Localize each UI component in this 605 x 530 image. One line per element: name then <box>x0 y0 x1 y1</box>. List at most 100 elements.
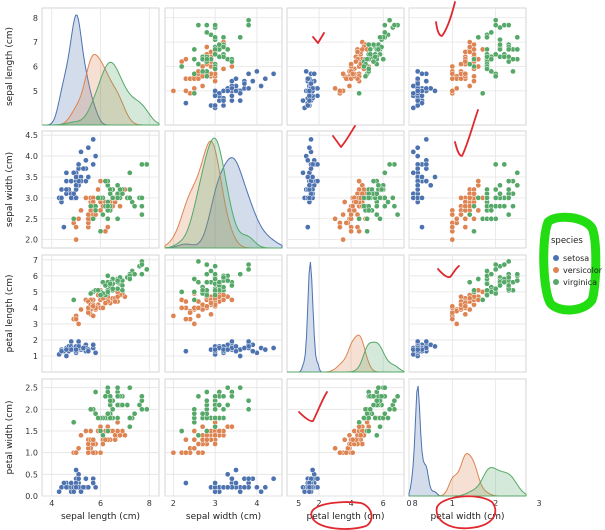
point-virginica <box>372 415 379 421</box>
point-virginica <box>380 56 387 63</box>
point-setosa <box>414 165 421 172</box>
point-virginica <box>191 90 198 97</box>
point-virginica <box>492 285 499 292</box>
point-versicolor <box>212 78 218 84</box>
point-virginica <box>109 285 116 292</box>
point-versicolor <box>337 449 343 456</box>
point-virginica <box>203 397 210 404</box>
point-setosa <box>306 88 313 94</box>
point-virginica <box>514 34 521 41</box>
point-setosa <box>249 348 256 355</box>
panel-3-3 <box>408 378 527 497</box>
point-setosa <box>423 85 430 92</box>
point-virginica <box>124 402 131 408</box>
point-virginica <box>466 61 473 67</box>
y-axis-label: petal width (cm) <box>5 400 15 474</box>
panel-1-0 <box>41 130 160 249</box>
point-setosa <box>270 475 277 482</box>
panel-2-1 <box>164 254 283 373</box>
point-versicolor <box>353 199 359 205</box>
ink-check-mark <box>332 125 356 148</box>
point-versicolor <box>114 428 121 434</box>
point-virginica <box>139 393 145 400</box>
point-setosa <box>410 90 417 97</box>
x-tick-label: 2 <box>493 499 498 508</box>
point-virginica <box>114 285 121 292</box>
point-virginica <box>203 292 210 298</box>
point-virginica <box>501 279 508 286</box>
point-versicolor <box>349 436 356 443</box>
point-setosa <box>304 174 311 180</box>
point-virginica <box>367 406 374 413</box>
point-virginica <box>102 393 109 400</box>
point-setosa <box>414 182 421 189</box>
point-virginica <box>191 56 198 63</box>
legend-label-virginica: virginica <box>563 278 597 287</box>
point-versicolor <box>85 449 92 456</box>
point-versicolor <box>75 321 82 327</box>
point-virginica <box>220 274 227 281</box>
point-setosa <box>245 70 252 77</box>
ink-check-mark <box>298 391 328 423</box>
point-virginica <box>245 406 252 413</box>
point-versicolor <box>95 186 101 193</box>
point-virginica <box>195 432 202 439</box>
point-virginica <box>203 271 210 278</box>
point-virginica <box>203 22 210 28</box>
point-virginica <box>381 384 388 391</box>
point-setosa <box>75 161 82 168</box>
point-setosa <box>233 467 239 473</box>
point-virginica <box>505 22 512 28</box>
point-virginica <box>126 415 133 421</box>
point-virginica <box>365 41 372 48</box>
point-setosa <box>80 345 87 351</box>
point-virginica <box>119 402 126 408</box>
point-virginica <box>492 186 499 193</box>
point-setosa <box>314 475 321 482</box>
point-virginica <box>373 190 380 197</box>
point-versicolor <box>349 70 356 77</box>
point-setosa <box>306 92 313 99</box>
point-setosa <box>63 186 70 193</box>
point-versicolor <box>449 303 456 310</box>
point-virginica <box>514 46 521 53</box>
point-virginica <box>95 195 101 201</box>
x-tick-label: 3 <box>213 499 218 508</box>
panel-0-2 <box>286 7 405 126</box>
point-virginica <box>203 29 210 36</box>
point-virginica <box>484 287 490 294</box>
point-virginica <box>488 271 495 278</box>
point-setosa <box>90 136 97 143</box>
y-tick-label: 4.0 <box>25 152 38 161</box>
point-virginica <box>505 186 512 193</box>
point-virginica <box>212 393 218 400</box>
point-versicolor <box>332 215 338 222</box>
y-tick-label: 7 <box>33 38 38 47</box>
point-virginica <box>104 272 111 279</box>
point-virginica <box>104 289 111 295</box>
point-virginica <box>370 402 377 408</box>
point-setosa <box>308 136 314 143</box>
point-versicolor <box>449 63 456 70</box>
point-virginica <box>208 31 214 38</box>
point-virginica <box>391 22 398 28</box>
point-virginica <box>466 279 473 286</box>
point-setosa <box>220 102 227 109</box>
point-versicolor <box>348 228 354 235</box>
point-setosa <box>75 475 82 482</box>
point-virginica <box>488 68 495 75</box>
point-virginica <box>109 195 116 201</box>
point-virginica <box>391 397 398 404</box>
point-versicolor <box>212 432 218 439</box>
point-virginica <box>229 58 235 65</box>
point-virginica <box>97 428 104 434</box>
point-versicolor <box>212 441 218 447</box>
point-versicolor <box>229 423 235 430</box>
point-setosa <box>245 338 252 345</box>
point-virginica <box>484 34 490 41</box>
point-setosa <box>85 348 92 355</box>
point-virginica <box>126 169 133 176</box>
point-setosa <box>427 182 434 189</box>
point-virginica <box>364 215 370 222</box>
point-versicolor <box>348 61 354 67</box>
